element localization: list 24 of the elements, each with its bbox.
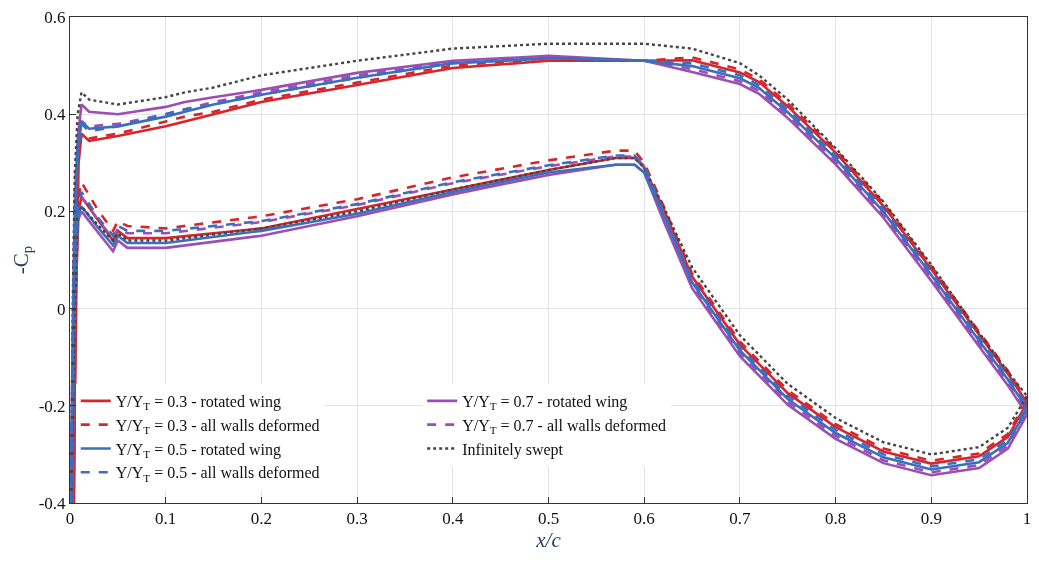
y-tick-label: 0.2 <box>44 202 66 222</box>
legend-label: Y/Y$_{T}$ = 0.5 - rotated wing <box>115 440 281 461</box>
x-tick-label: 0.8 <box>824 509 847 529</box>
x-axis-title: x/c <box>535 528 562 553</box>
x-tick-label: 0.4 <box>442 509 464 529</box>
legend-label: Y/Y$_{T}$ = 0.3 - rotated wing <box>115 393 281 413</box>
x-tick-label: 0.1 <box>155 509 177 529</box>
x-tick-label: 0.6 <box>633 509 655 529</box>
y-tick-label: 0 <box>57 299 66 319</box>
legend-label: Y/Y$_{T}$ = 0.3 - all walls deformed <box>115 416 320 437</box>
legend-label: Y/Y$_{T}$ = 0.5 - all walls deformed <box>115 464 320 484</box>
x-tick-label: 0.5 <box>537 509 560 529</box>
legend-label: Infinitely swept <box>462 440 564 459</box>
y-tick-label: 0.6 <box>44 7 66 27</box>
x-tick-label: 0.7 <box>729 509 752 529</box>
x-tick-label: 1 <box>1022 509 1032 529</box>
y-tick-label: -0.4 <box>38 493 67 513</box>
x-tick-label: 0.2 <box>250 509 273 529</box>
x-tick-label: 0.3 <box>346 509 368 529</box>
legend-label: Y/Y$_{T}$ = 0.7 - rotated wing <box>462 393 628 413</box>
y-tick-label: -0.2 <box>38 396 66 416</box>
y-tick-label: 0.4 <box>44 105 67 125</box>
legend-label: Y/Y$_{T}$ = 0.7 - all walls deformed <box>462 416 666 437</box>
x-tick-label: 0.9 <box>920 509 942 529</box>
